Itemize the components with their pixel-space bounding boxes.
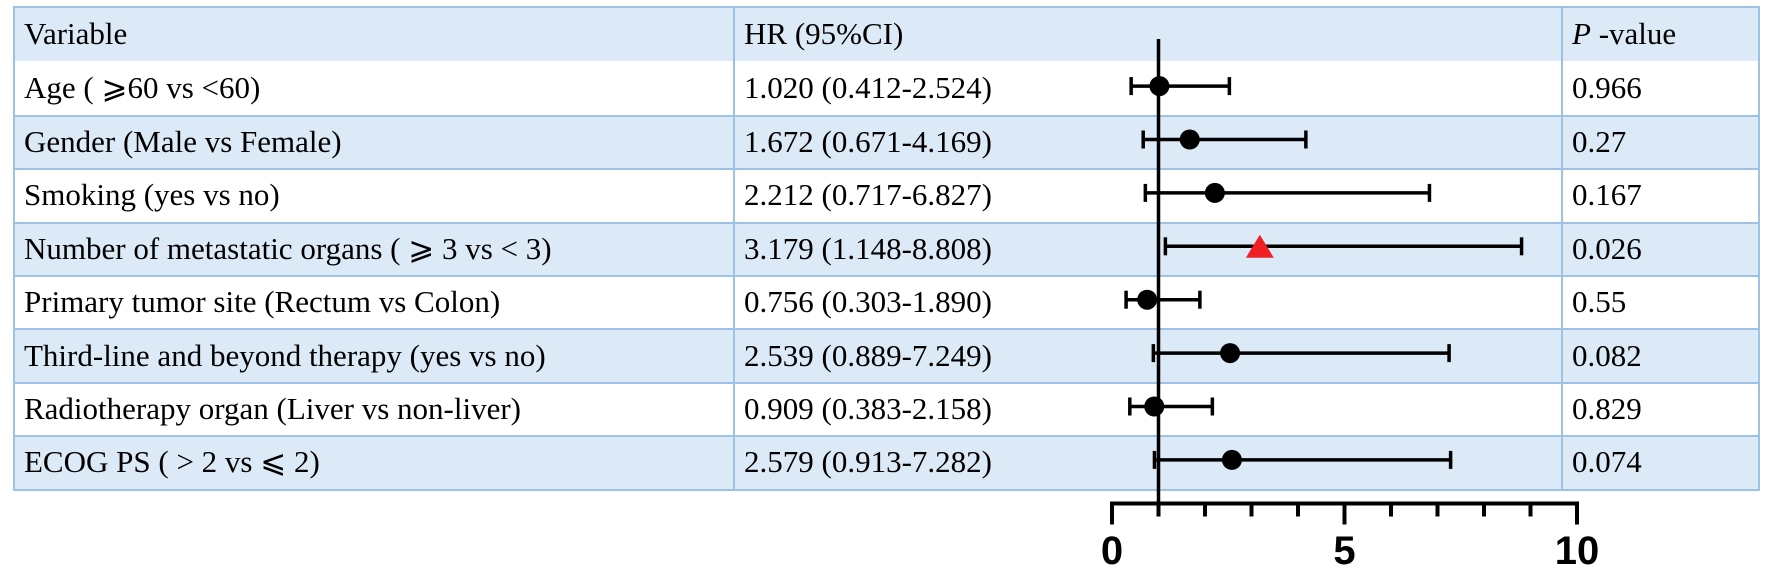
variable-cell: Radiotherapy organ (Liver vs non-liver) [15,383,735,436]
column-header-p-value: P -value [1563,8,1758,61]
p-value-header-suffix: -value [1590,16,1677,52]
hr-ci-cell: 1.020 (0.412-2.524) [735,61,1563,115]
variable-cell: Primary tumor site (Rectum vs Colon) [15,276,735,329]
hr-ci-cell: 3.179 (1.148-8.808) [735,223,1563,275]
hr-ci-cell: 1.672 (0.671-4.169) [735,116,1563,169]
hr-ci-cell: 2.539 (0.889-7.249) [735,330,1563,382]
hr-ci-cell: 0.909 (0.383-2.158) [735,383,1563,436]
p-value-cell: 0.829 [1572,390,1642,426]
hr-ci-cell: 2.212 (0.717-6.827) [735,170,1563,222]
p-value-cell: 0.167 [1572,177,1642,213]
variable-cell: ECOG PS ( > 2 vs ⩽ 2) [15,437,735,489]
table-row: Third-line and beyond therapy (yes vs no… [15,328,1758,382]
axis-tick-label: 0 [1101,529,1123,569]
p-value-cell: 0.55 [1572,284,1627,320]
variable-cell: Number of metastatic organs ( ⩾ 3 vs < 3… [15,223,735,275]
hr-ci-cell: 2.579 (0.913-7.282) [735,437,1563,489]
p-value-cell: 0.966 [1572,69,1642,105]
table-row: Age ( ⩾60 vs <60) 1.020 (0.412-2.524) 0.96… [15,61,1758,115]
table-row: Radiotherapy organ (Liver vs non-liver) 0… [15,381,1758,436]
column-header-hr-ci: HR (95%CI) [735,8,1563,62]
table-header-row: Variable HR (95%CI) P -value [15,8,1758,62]
p-value-cell: 0.082 [1572,337,1642,373]
p-value-cell: 0.27 [1572,123,1627,159]
variable-cell: Age ( ⩾60 vs <60) [15,61,735,115]
hr-ci-cell: 0.756 (0.303-1.890) [735,276,1563,329]
axis-tick-label: 10 [1555,529,1600,569]
table-row: ECOG PS ( > 2 vs ⩽ 2) 2.579 (0.913-7.282)… [15,435,1758,489]
results-table: Variable HR (95%CI) P -value Age ( ⩾60 v… [13,6,1760,491]
p-value-cell: 0.026 [1572,230,1642,266]
p-value-header-italic-p: P [1572,16,1591,52]
table-row: Gender (Male vs Female) 1.672 (0.671-4.16… [15,114,1758,169]
axis-tick-label: 5 [1333,529,1355,569]
table-row: Number of metastatic organs ( ⩾ 3 vs < 3… [15,221,1758,275]
variable-cell: Gender (Male vs Female) [15,116,735,169]
variable-cell: Smoking (yes vs no) [15,170,735,222]
table-row: Primary tumor site (Rectum vs Colon) 0.75… [15,274,1758,329]
column-header-variable: Variable [15,8,735,62]
p-value-cell: 0.074 [1572,444,1642,480]
table-body: Age ( ⩾60 vs <60) 1.020 (0.412-2.524) 0.96… [15,61,1758,489]
variable-cell: Third-line and beyond therapy (yes vs no… [15,330,735,382]
table-row: Smoking (yes vs no) 2.212 (0.717-6.827) 0.… [15,168,1758,222]
